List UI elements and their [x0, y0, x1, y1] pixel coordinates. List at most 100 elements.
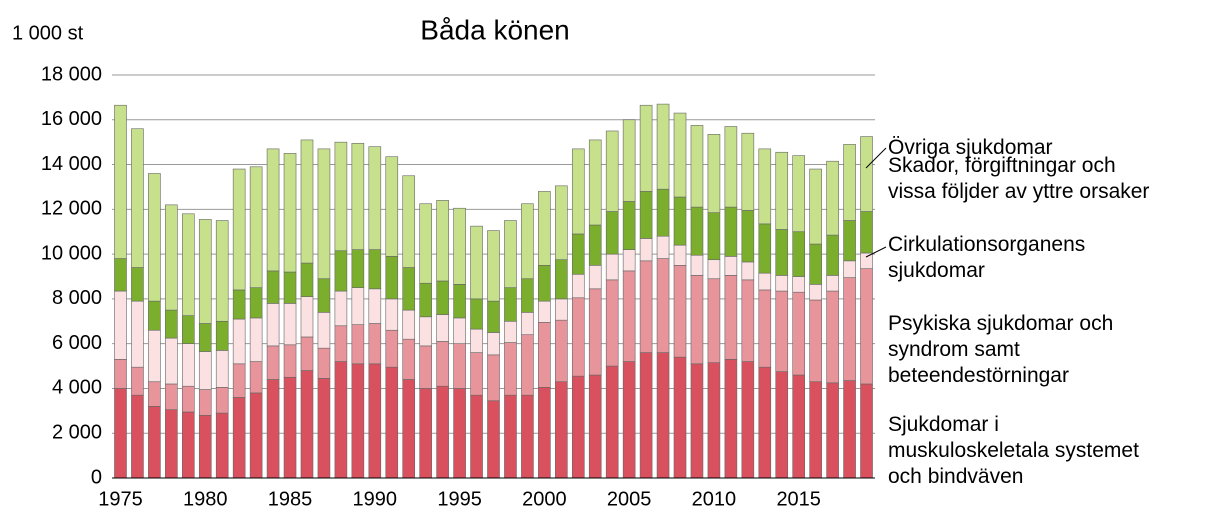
bar-segment — [775, 275, 789, 292]
bar-segment — [385, 298, 399, 331]
bar-segment — [131, 300, 144, 368]
bar-segment — [741, 279, 755, 362]
y-tick-label: 2 000 — [52, 422, 102, 444]
bar-segment — [656, 188, 670, 237]
bar-segment — [266, 345, 280, 380]
bar-segment — [249, 166, 263, 288]
bar-segment — [809, 299, 822, 383]
bar-segment — [148, 300, 161, 331]
bar-segment — [300, 296, 314, 338]
bar-segment — [385, 329, 399, 368]
bar-segment — [249, 317, 263, 362]
bar-segment — [622, 249, 636, 272]
bar-segment — [232, 318, 246, 365]
bar-segment — [758, 366, 772, 479]
bar-segment — [826, 234, 839, 276]
bar-segment — [860, 252, 873, 269]
bar-segment — [758, 223, 772, 274]
bar-segment — [656, 352, 670, 479]
bar-segment — [368, 249, 382, 290]
bar-segment — [215, 387, 229, 414]
bar-segment — [131, 128, 144, 268]
bar-segment — [232, 168, 246, 291]
bar-segment — [571, 297, 585, 377]
bar-segment — [419, 388, 432, 479]
bar-segment — [758, 148, 772, 225]
bar-segment — [741, 261, 755, 281]
bar-segment — [165, 204, 178, 311]
bar-segment — [843, 260, 856, 278]
bar-segment — [148, 381, 161, 407]
bar-segment — [182, 411, 195, 479]
bar-segment — [165, 337, 178, 385]
bar-segment — [673, 265, 687, 358]
bar-segment — [402, 338, 416, 380]
bar-segment — [114, 290, 127, 360]
x-tick-label: 2005 — [607, 488, 652, 510]
bar-segment — [198, 389, 212, 416]
bar-segment — [741, 132, 755, 211]
chart-title: Båda könen — [420, 14, 569, 45]
bar-segment — [148, 173, 161, 302]
bar-segment — [707, 259, 721, 280]
bar-segment — [605, 253, 619, 281]
bar-segment — [555, 298, 568, 321]
bar-segment — [605, 211, 619, 255]
x-tick-label: 1980 — [183, 488, 228, 510]
bar-segment — [504, 342, 517, 396]
y-tick-label: 4 000 — [52, 377, 102, 399]
bar-segment — [351, 249, 365, 288]
bar-segment — [131, 267, 144, 302]
x-tick-label: 2000 — [522, 488, 567, 510]
bar-segment — [436, 314, 449, 342]
bar-segment — [368, 323, 382, 365]
bar-segment — [538, 265, 551, 302]
bar-segment — [283, 153, 297, 273]
bar-segment — [232, 363, 246, 398]
y-tick-label: 14 000 — [41, 153, 102, 175]
bar-segment — [605, 279, 619, 367]
x-tick-label: 2010 — [692, 488, 737, 510]
x-tick-label: 1990 — [353, 488, 398, 510]
unit-label: 1 000 st — [12, 22, 84, 44]
bar-segment — [605, 130, 619, 212]
y-tick-label: 16 000 — [41, 108, 102, 130]
bar-segment — [165, 309, 178, 339]
bar-segment — [385, 366, 399, 479]
bar-segment — [809, 381, 822, 479]
bar-segment — [385, 256, 399, 300]
bar-segment — [673, 244, 687, 266]
bar-segment — [622, 361, 636, 479]
bar-segment — [538, 191, 551, 266]
bar-segment — [215, 412, 229, 479]
legend-label: Psykiska sjukdomar och syndrom samt bete… — [888, 312, 1114, 387]
bar-segment — [826, 382, 839, 479]
bar-segment — [334, 325, 348, 362]
leader-line — [865, 246, 887, 258]
x-tick-label: 2015 — [776, 488, 821, 510]
bar-segment — [826, 275, 839, 292]
bar-segment — [266, 270, 280, 304]
bar-segment — [538, 387, 551, 479]
bar-segment — [792, 276, 806, 293]
bar-segment — [402, 309, 416, 340]
bar-segment — [673, 356, 687, 479]
bar-segment — [351, 287, 365, 325]
bar-segment — [571, 233, 585, 275]
bar-segment — [639, 352, 653, 479]
bar-segment — [809, 243, 822, 285]
bar-segment — [571, 375, 585, 479]
bar-segment — [741, 361, 755, 479]
bar-segment — [436, 385, 449, 479]
bar-segment — [724, 275, 738, 360]
bar-segment — [504, 394, 517, 479]
x-tick-label: 1975 — [98, 488, 143, 510]
legend-label: Sjukdomar i muskuloskeletala systemet oc… — [888, 413, 1139, 488]
bar-segment — [283, 303, 297, 346]
bar-segment — [639, 260, 653, 353]
bar-segment — [809, 168, 822, 245]
bar-segment — [436, 341, 449, 387]
bar-segment — [690, 363, 704, 479]
